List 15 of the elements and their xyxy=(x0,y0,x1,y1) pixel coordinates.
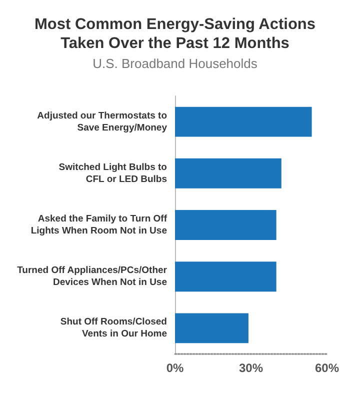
bar xyxy=(175,158,282,188)
chart-title: Most Common Energy-Saving Actions Taken Over the Past 12 Months xyxy=(34,16,316,52)
y-tick-label: Switched Light Bulbs to CFL or LED Bulbs xyxy=(58,162,168,185)
y-tick-label: Shut Off Rooms/Closed Vents in Our Home xyxy=(60,316,168,340)
bar xyxy=(175,262,276,292)
bar xyxy=(175,210,276,240)
x-tick-label: 0% xyxy=(166,361,184,375)
y-tick-label: Asked the Family to Turn Off Lights When Room Not in Use xyxy=(30,214,168,236)
x-tick-label: 60% xyxy=(314,361,340,375)
chart-subtitle: U.S. Broadband Households xyxy=(92,56,258,71)
bar xyxy=(175,106,312,137)
y-tick-label: Adjusted our Thermostats to Save Energy/Money xyxy=(37,110,168,134)
y-tick-label: Turned Off Appliances/PCs/Other Devices When Not in Use xyxy=(17,265,168,288)
bar xyxy=(175,313,248,344)
x-tick-label: 30% xyxy=(238,361,264,375)
